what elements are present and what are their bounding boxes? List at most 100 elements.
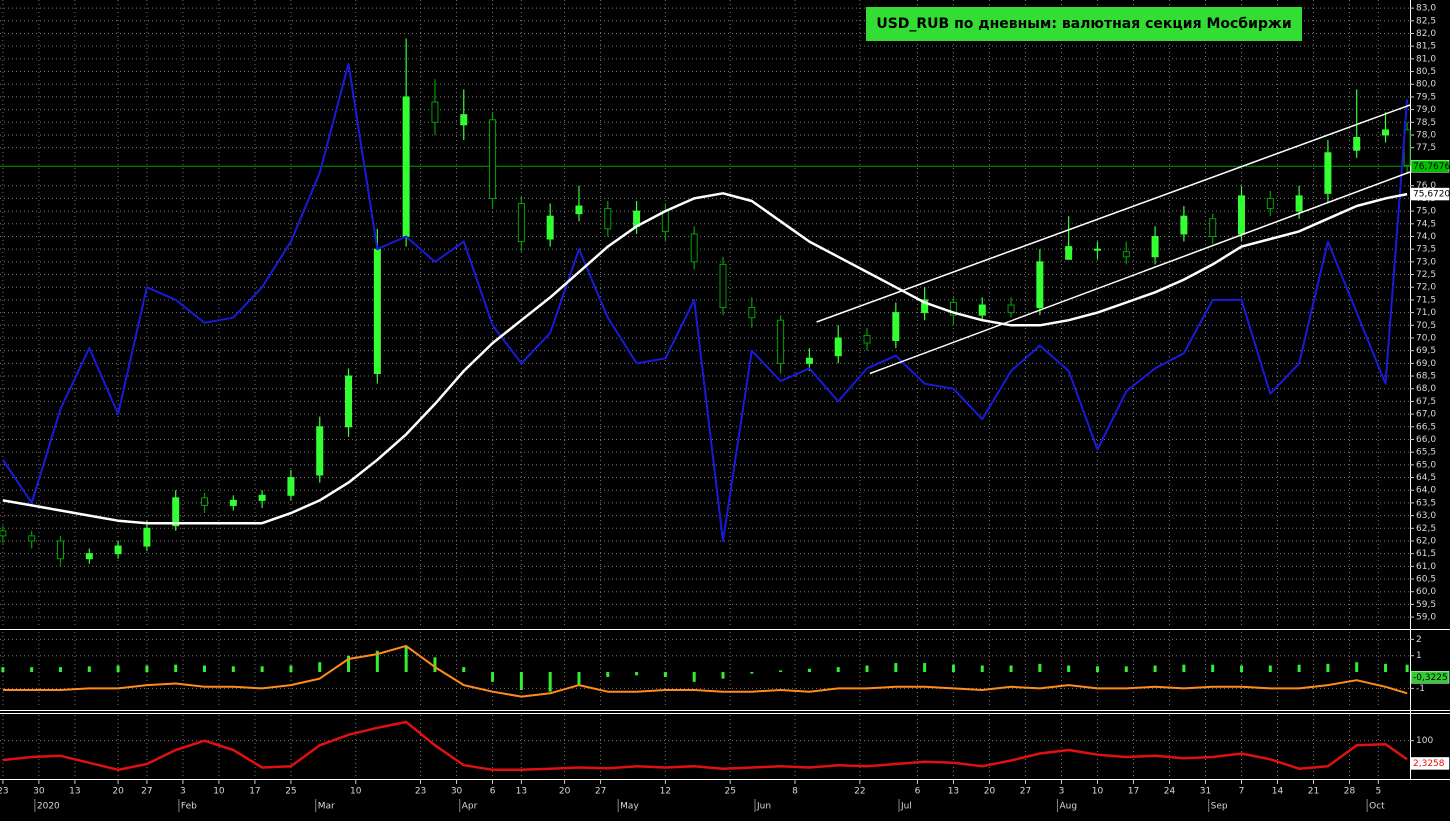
candle-body <box>892 312 900 342</box>
x-tick-label: 20 <box>559 787 571 797</box>
y-tick-label: 65,5 <box>1416 448 1436 458</box>
histogram-bar <box>433 657 437 673</box>
x-tick-label: 30 <box>33 787 45 797</box>
candle-body <box>229 499 237 506</box>
x-tick-label: 31 <box>1200 787 1211 797</box>
y-tick-label: 66,5 <box>1416 422 1436 432</box>
month-label: 2020 <box>37 802 60 812</box>
y-tick-label: 73,0 <box>1416 257 1436 267</box>
x-tick-label: 10 <box>1092 787 1104 797</box>
x-tick-label: 13 <box>69 787 80 797</box>
x-tick-label: 24 <box>1164 787 1176 797</box>
y-tick-label: 60,5 <box>1416 575 1436 585</box>
y-tick-label: 82,5 <box>1416 16 1436 26</box>
x-tick-label: 6 <box>490 787 496 797</box>
histogram-bar <box>1009 665 1013 673</box>
candle-body <box>287 477 295 496</box>
x-tick-label: 6 <box>915 787 921 797</box>
x-tick-label: 12 <box>660 787 671 797</box>
histogram-bar <box>923 663 927 673</box>
value-marker-label: -0,3225 <box>1413 673 1448 683</box>
chart-title: USD_RUB по дневным: валютная секция Мосб… <box>866 7 1302 41</box>
candle-body <box>1324 152 1332 194</box>
y-tick-label: 79,5 <box>1416 92 1436 102</box>
histogram-bar <box>289 665 293 673</box>
y-tick-label: 81,5 <box>1416 42 1436 52</box>
y-tick-label: 1 <box>1416 651 1422 661</box>
histogram-bar <box>663 672 667 677</box>
candle-body <box>604 208 612 230</box>
month-label: Sep <box>1211 802 1228 812</box>
histogram-bar <box>1326 663 1330 673</box>
histogram-bar <box>750 672 754 674</box>
month-label: Jun <box>756 802 771 812</box>
x-tick-label: 28 <box>1344 787 1356 797</box>
histogram-bar <box>721 672 725 679</box>
y-tick-label: 61,0 <box>1416 562 1436 572</box>
histogram-bar <box>1153 665 1157 673</box>
x-tick-label: 25 <box>285 787 296 797</box>
y-tick-label: 74,0 <box>1416 232 1436 242</box>
histogram-bar <box>692 672 696 682</box>
histogram-bar <box>375 650 379 673</box>
candle-body <box>1266 197 1274 210</box>
candle-body <box>1007 304 1015 314</box>
histogram-bar <box>980 665 984 673</box>
y-tick-label: 73,5 <box>1416 245 1436 255</box>
histogram-bar <box>145 665 149 673</box>
histogram-bar <box>1067 665 1071 673</box>
y-tick-label: 68,0 <box>1416 384 1436 394</box>
histogram-bar <box>577 672 581 686</box>
x-tick-label: 27 <box>1020 787 1031 797</box>
x-tick-label: 10 <box>213 787 225 797</box>
y-tick-label: 70,5 <box>1416 321 1436 331</box>
y-tick-label: 61,5 <box>1416 549 1436 559</box>
candle-body <box>517 202 525 243</box>
value-marker <box>1410 160 1450 173</box>
candle-body <box>748 307 756 319</box>
histogram-bar <box>1182 664 1186 673</box>
histogram-bar <box>491 672 495 682</box>
y-tick-label: 67,5 <box>1416 397 1436 407</box>
y-tick-label: 66,0 <box>1416 435 1436 445</box>
signal-line <box>2 644 1408 698</box>
candle-body <box>690 233 698 263</box>
histogram-bar <box>1124 666 1128 673</box>
y-tick-label: 80,0 <box>1416 80 1436 90</box>
candle-body <box>431 101 439 123</box>
candle-body <box>1353 137 1361 151</box>
x-tick-label: 27 <box>595 787 606 797</box>
value-marker-label: 75,6720 <box>1413 190 1450 200</box>
y-tick-label: 62,0 <box>1416 536 1436 546</box>
y-tick-label: 68,5 <box>1416 372 1436 382</box>
candle-body <box>575 205 583 215</box>
candle-body <box>28 535 36 542</box>
candle-body <box>1122 251 1130 258</box>
histogram-bar <box>231 666 235 673</box>
y-tick-label: 72,0 <box>1416 283 1436 293</box>
histogram-bar <box>1355 662 1359 673</box>
candle-body <box>661 210 669 232</box>
y-tick-label: 60,0 <box>1416 587 1436 597</box>
histogram-bar <box>1 667 5 673</box>
histogram-bar <box>548 672 552 692</box>
value-marker-label: 76,7676 <box>1413 162 1450 172</box>
x-tick-label: 21 <box>1308 787 1319 797</box>
candle-body <box>1209 218 1217 237</box>
histogram-bar <box>836 667 840 673</box>
x-tick-label: 25 <box>724 787 735 797</box>
candle-body <box>777 319 785 364</box>
candle-body <box>1237 195 1245 235</box>
month-label: Apr <box>462 802 478 812</box>
histogram-bar <box>30 667 34 673</box>
candle-body <box>172 497 180 527</box>
histogram-bar <box>951 664 955 673</box>
histogram-bar <box>58 667 62 673</box>
histogram-bar <box>635 672 639 676</box>
candle-body <box>921 299 929 314</box>
x-tick-label: 13 <box>948 787 959 797</box>
histogram-bar <box>116 665 120 673</box>
value-marker <box>1410 187 1450 201</box>
indicator-line <box>2 720 1408 772</box>
